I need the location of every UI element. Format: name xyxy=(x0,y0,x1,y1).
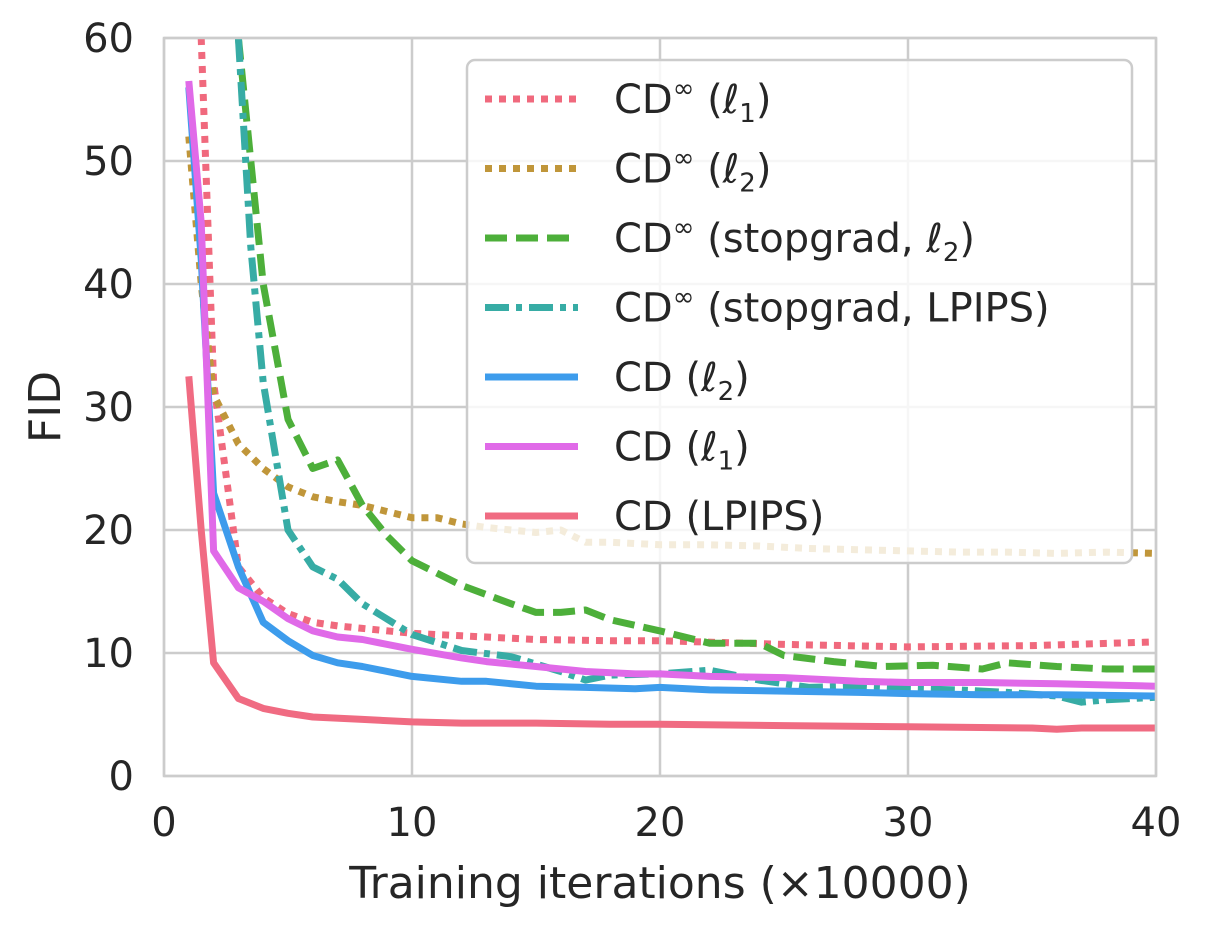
series-cd-1-line xyxy=(185,80,1156,690)
legend-label: CD (LPIPS) xyxy=(614,494,824,540)
series-cd-lpips-line xyxy=(185,376,1156,733)
y-tick-label: 0 xyxy=(109,754,134,800)
y-tick-label: 20 xyxy=(83,508,134,554)
tick-labels: 0 10 20 30 40 0 10 20 30 40 50 60 xyxy=(83,16,1181,846)
y-tick-label: 30 xyxy=(83,385,134,431)
series-cd-stopgrad-2-line xyxy=(234,38,1156,673)
legend-label: CD∞ (ℓ1) xyxy=(614,74,771,129)
plot-frame xyxy=(162,36,1158,778)
legend-label: CD∞ (stopgrad, ℓ2) xyxy=(614,213,975,268)
legend-label: CD (ℓ2) xyxy=(614,355,750,407)
legend-box xyxy=(465,58,1134,565)
legend-label: CD∞ (ℓ2) xyxy=(614,144,771,199)
x-tick-label: 30 xyxy=(883,800,934,846)
y-tick-label: 10 xyxy=(83,631,134,677)
y-tick-label: 50 xyxy=(83,139,134,185)
y-tick-label: 60 xyxy=(83,16,134,62)
x-tick-label: 10 xyxy=(387,800,438,846)
y-tick-label: 40 xyxy=(83,262,134,308)
legend: CD∞ (ℓ1) CD∞ (ℓ2) CD∞ (stopgrad, ℓ2) CD∞ (s… xyxy=(465,58,1134,565)
series-cd-2-line xyxy=(185,86,1156,700)
legend-label: CD∞ (stopgrad, LPIPS) xyxy=(614,283,1050,332)
x-axis-label: Training iterations (×10000) xyxy=(348,858,971,909)
legend-label: CD (ℓ1) xyxy=(614,425,750,477)
series-cd-1-line xyxy=(197,38,1156,651)
y-axis-label: FID xyxy=(20,371,71,443)
x-tick-label: 20 xyxy=(635,800,686,846)
x-tick-label: 40 xyxy=(1131,800,1182,846)
x-tick-label: 0 xyxy=(151,800,176,846)
